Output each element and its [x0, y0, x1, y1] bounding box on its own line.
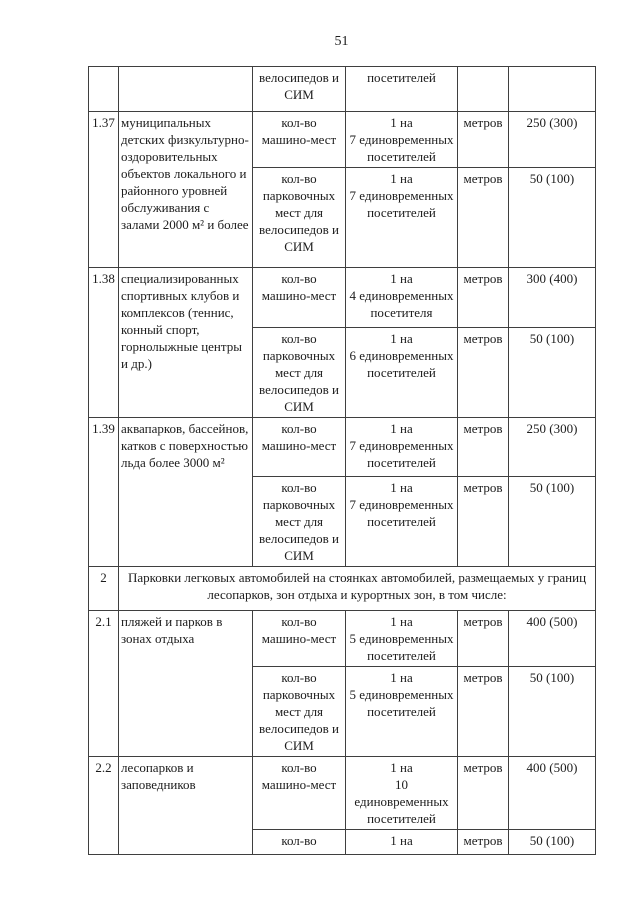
table-row: кол-во парковочных мест для велосипедов …: [89, 666, 596, 757]
table-row: 1.39 аквапарков, бассейнов, катков с пов…: [88, 417, 596, 567]
cell-value: 50 (100): [508, 167, 596, 268]
cell-norm: 1 на 7 единовременных посетителей: [345, 476, 458, 567]
cell-section-title: Парковки легковых автомобилей на стоянка…: [118, 566, 596, 611]
table-row: кол-во парковочных мест для велосипедов …: [89, 327, 596, 418]
page-number: 51: [334, 34, 349, 49]
cell-value: 250 (300): [508, 417, 596, 477]
cell-norm: 1 на 7 единовременных посетителей: [345, 417, 458, 477]
empty-cell: [508, 66, 596, 112]
cell-indicator: кол-во: [252, 829, 346, 855]
cell-row-number: 1.39: [88, 417, 119, 567]
cell-indicator: кол-во машино-мест: [252, 111, 346, 168]
cell-description: специализированных спортивных клубов и к…: [118, 267, 253, 418]
cell-value: 400 (500): [508, 610, 596, 667]
cell-norm: 1 на: [345, 829, 458, 855]
cell-description: пляжей и парков в зонах отдыха: [118, 610, 253, 757]
table-row-continuation: велосипедов и СИМ посетителей: [88, 66, 596, 112]
cell-unit: метров: [457, 111, 509, 168]
cell-row-number: 2.1: [88, 610, 119, 757]
cell-indicator: кол-во машино-мест: [252, 756, 346, 830]
cell-value: 250 (300): [508, 111, 596, 168]
table-row-cut-by-page: кол-во 1 на метров 50 (100): [89, 829, 596, 855]
cell-unit: метров: [457, 756, 509, 830]
cell-row-number: 1.37: [88, 111, 119, 268]
cell-norm: 1 на 10 единовременных посетителей: [345, 756, 458, 830]
cell-unit: метров: [457, 267, 509, 328]
cell-norm: 1 на 5 единовременных посетителей: [345, 610, 458, 667]
cell-norm: 1 на 7 единовременных посетителей: [345, 167, 458, 268]
cell-indicator: кол-во парковочных мест для велосипедов …: [252, 666, 346, 757]
cell-unit: метров: [457, 417, 509, 477]
cell-unit: метров: [457, 476, 509, 567]
cell-row-number: 2: [88, 566, 119, 611]
cell-unit: метров: [457, 327, 509, 418]
cell-row-number: 1.38: [88, 267, 119, 418]
empty-cell: [118, 66, 253, 112]
cell-description: муниципальных детских физкультурно-оздор…: [118, 111, 253, 268]
cell-value: 50 (100): [508, 829, 596, 855]
cell-indicator: кол-во машино-мест: [252, 267, 346, 328]
table-row: 1.37 муниципальных детских физкультурно-…: [88, 111, 596, 268]
cell-indicator: кол-во машино-мест: [252, 417, 346, 477]
table-row: 2.1 пляжей и парков в зонах отдыха кол-в…: [88, 610, 596, 757]
empty-cell: [88, 66, 119, 112]
cell-indicator: кол-во машино-мест: [252, 610, 346, 667]
table-row: кол-во парковочных мест для велосипедов …: [89, 476, 596, 567]
cell-value: 50 (100): [508, 666, 596, 757]
cell-description: лесопарков и заповедников: [118, 756, 253, 855]
cell-indicator: кол-во парковочных мест для велосипедов …: [252, 476, 346, 567]
cell-norm: 1 на 7 единовременных посетителей: [345, 111, 458, 168]
cell-unit: метров: [457, 666, 509, 757]
cell-description: аквапарков, бассейнов, катков с поверхно…: [118, 417, 253, 567]
table-row: кол-во парковочных мест для велосипедов …: [89, 167, 596, 268]
cell-value: 50 (100): [508, 476, 596, 567]
cell-visitors-header-continuation: посетителей: [345, 66, 458, 112]
cell-row-number: 2.2: [88, 756, 119, 855]
table-row: 1.38 специализированных спортивных клубо…: [88, 267, 596, 418]
table-row-section: 2 Парковки легковых автомобилей на стоян…: [88, 566, 596, 611]
cell-bike-header-continuation: велосипедов и СИМ: [252, 66, 346, 112]
cell-indicator: кол-во парковочных мест для велосипедов …: [252, 327, 346, 418]
parking-norms-table: велосипедов и СИМ посетителей 1.37 муниц…: [88, 66, 596, 855]
cell-value: 400 (500): [508, 756, 596, 830]
cell-norm: 1 на 4 единовременных посетителя: [345, 267, 458, 328]
cell-unit: метров: [457, 829, 509, 855]
table-row: 2.2 лесопарков и заповедников кол-во маш…: [88, 756, 596, 855]
cell-unit: метров: [457, 167, 509, 268]
cell-unit: метров: [457, 610, 509, 667]
cell-norm: 1 на 6 единовременных посетителей: [345, 327, 458, 418]
cell-norm: 1 на 5 единовременных посетителей: [345, 666, 458, 757]
cell-value: 300 (400): [508, 267, 596, 328]
cell-value: 50 (100): [508, 327, 596, 418]
cell-indicator: кол-во парковочных мест для велосипедов …: [252, 167, 346, 268]
empty-cell: [457, 66, 509, 112]
